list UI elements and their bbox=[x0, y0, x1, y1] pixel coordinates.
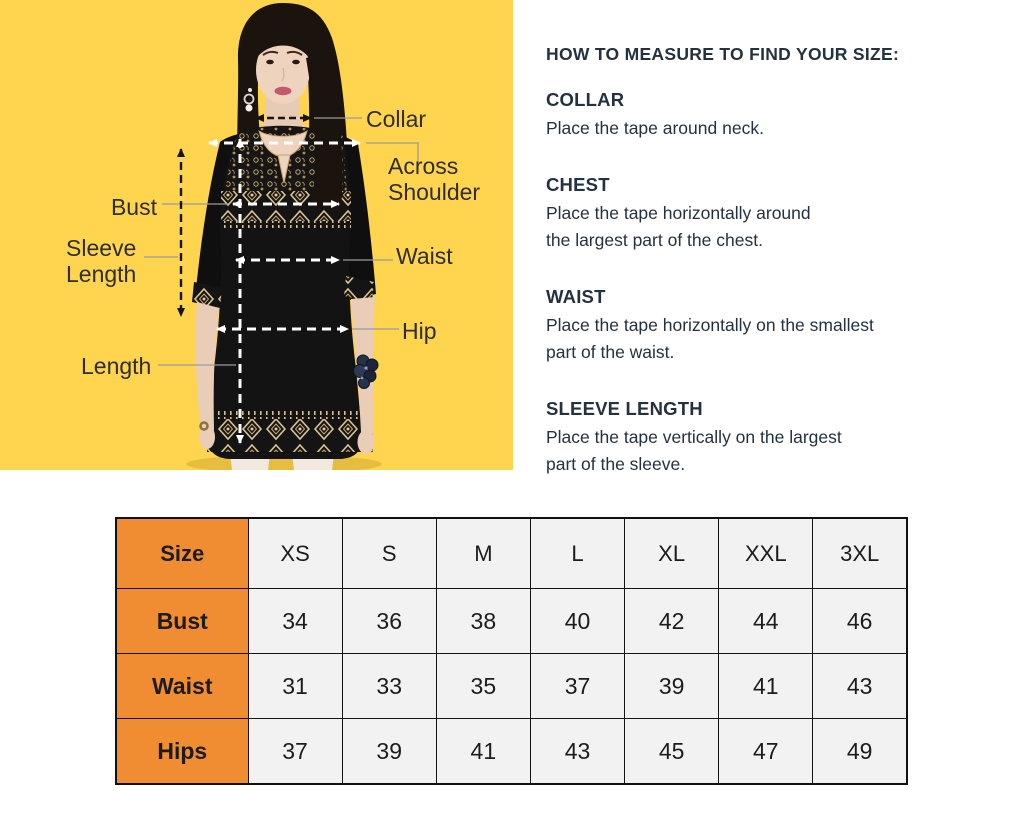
waist-label: Waist bbox=[396, 243, 453, 269]
size-col-header: XS bbox=[247, 517, 343, 589]
waist-value-cell: 33 bbox=[341, 653, 437, 719]
size-col-header: XXL bbox=[718, 517, 814, 589]
size-table-header-row: Size XS S M L XL XXL 3XL bbox=[115, 517, 908, 589]
bust-value-cell: 44 bbox=[718, 588, 814, 654]
hips-row: Hips 37 39 41 43 45 47 49 bbox=[115, 718, 908, 785]
size-table-section: Size XS S M L XL XXL 3XL Bust 34 36 38 4… bbox=[115, 517, 908, 785]
waist-value-cell: 37 bbox=[529, 653, 626, 719]
hips-value-cell: 45 bbox=[624, 718, 720, 785]
size-col-header: XL bbox=[624, 517, 720, 589]
bust-value-cell: 36 bbox=[341, 588, 437, 654]
model-eye bbox=[292, 59, 300, 65]
howto-title: HOW TO MEASURE TO FIND YOUR SIZE: bbox=[546, 44, 900, 64]
howto-waist-block: WAIST Place the tape horizontally on the… bbox=[546, 286, 960, 366]
howto-chest-body: Place the tape horizontally around the l… bbox=[546, 203, 811, 250]
shoulder-connector bbox=[366, 142, 419, 164]
bust-value-cell: 42 bbox=[624, 588, 720, 654]
measurement-diagram-panel: Collar Across Shoulder Bust Sleeve Lengt… bbox=[0, 0, 513, 470]
waist-value-cell: 41 bbox=[718, 653, 814, 719]
model-eyebrow bbox=[262, 50, 279, 56]
model-nose bbox=[281, 67, 285, 82]
size-col-header: 3XL bbox=[812, 517, 908, 589]
kurti-cuff bbox=[192, 282, 222, 308]
kurti-neck-notch bbox=[277, 154, 291, 184]
bracelet bbox=[353, 354, 379, 389]
bust-row-header: Bust bbox=[115, 588, 249, 654]
bust-value-cell: 34 bbox=[247, 588, 343, 654]
howto-sleeve-body: Place the tape vertically on the largest… bbox=[546, 427, 842, 474]
waist-row: Waist 31 33 35 37 39 41 43 bbox=[115, 653, 908, 719]
kurti-cuff bbox=[344, 276, 374, 302]
howto-collar-heading: COLLAR bbox=[546, 89, 625, 110]
size-table: Size XS S M L XL XXL 3XL Bust 34 36 38 4… bbox=[115, 517, 908, 785]
length-label: Length bbox=[81, 353, 152, 379]
waist-value-cell: 31 bbox=[247, 653, 343, 719]
size-col-header: M bbox=[435, 517, 531, 589]
hips-value-cell: 49 bbox=[812, 718, 908, 785]
model-hand bbox=[357, 430, 375, 454]
hips-value-cell: 39 bbox=[341, 718, 437, 785]
model-hand bbox=[199, 425, 215, 449]
hips-row-header: Hips bbox=[115, 718, 249, 785]
kurti-hem-trim bbox=[209, 411, 371, 419]
hips-value-cell: 37 bbox=[247, 718, 343, 785]
waist-value-cell: 43 bbox=[812, 653, 908, 719]
size-col-header: S bbox=[341, 517, 437, 589]
howto-collar-block: COLLAR Place the tape around neck. bbox=[546, 89, 960, 142]
waist-value-cell: 39 bbox=[624, 653, 720, 719]
waist-value-cell: 35 bbox=[435, 653, 531, 719]
howto-chest-heading: CHEST bbox=[546, 174, 610, 195]
sleeve-length-label: Sleeve Length bbox=[66, 235, 137, 287]
bust-value-cell: 46 bbox=[812, 588, 908, 654]
howto-waist-body: Place the tape horizontally on the small… bbox=[546, 315, 874, 362]
hips-value-cell: 47 bbox=[718, 718, 814, 785]
bust-value-cell: 38 bbox=[435, 588, 531, 654]
hip-label: Hip bbox=[402, 318, 437, 344]
hips-value-cell: 43 bbox=[529, 718, 626, 785]
model-photo bbox=[144, 3, 419, 470]
kurti-hem-band bbox=[207, 419, 373, 452]
kurti-bust-trim bbox=[221, 221, 351, 228]
howto-sleeve-heading: SLEEVE LENGTH bbox=[546, 398, 703, 419]
model-eyebrow bbox=[286, 50, 303, 56]
size-col-header: L bbox=[529, 517, 626, 589]
bust-row: Bust 34 36 38 40 42 44 46 bbox=[115, 588, 908, 654]
bust-label: Bust bbox=[110, 194, 157, 220]
model-forearm bbox=[195, 302, 219, 437]
howto-section: HOW TO MEASURE TO FIND YOUR SIZE: COLLAR… bbox=[546, 44, 960, 510]
ring bbox=[199, 421, 209, 431]
howto-collar-body: Place the tape around neck. bbox=[546, 118, 764, 138]
hips-value-cell: 41 bbox=[435, 718, 531, 785]
model-hair-front bbox=[306, 52, 343, 212]
model-lips bbox=[274, 86, 292, 96]
across-shoulder-label: Across Shoulder bbox=[388, 153, 481, 205]
model-hairline bbox=[253, 33, 313, 62]
waist-row-header: Waist bbox=[115, 653, 249, 719]
bust-value-cell: 40 bbox=[529, 588, 626, 654]
model-eye bbox=[266, 59, 274, 65]
howto-sleeve-block: SLEEVE LENGTH Place the tape vertically … bbox=[546, 398, 960, 478]
collar-label: Collar bbox=[366, 106, 427, 132]
size-header-cell: Size bbox=[115, 517, 249, 589]
howto-chest-block: CHEST Place the tape horizontally around… bbox=[546, 174, 960, 254]
howto-waist-heading: WAIST bbox=[546, 286, 606, 307]
measurement-lines bbox=[144, 114, 419, 444]
